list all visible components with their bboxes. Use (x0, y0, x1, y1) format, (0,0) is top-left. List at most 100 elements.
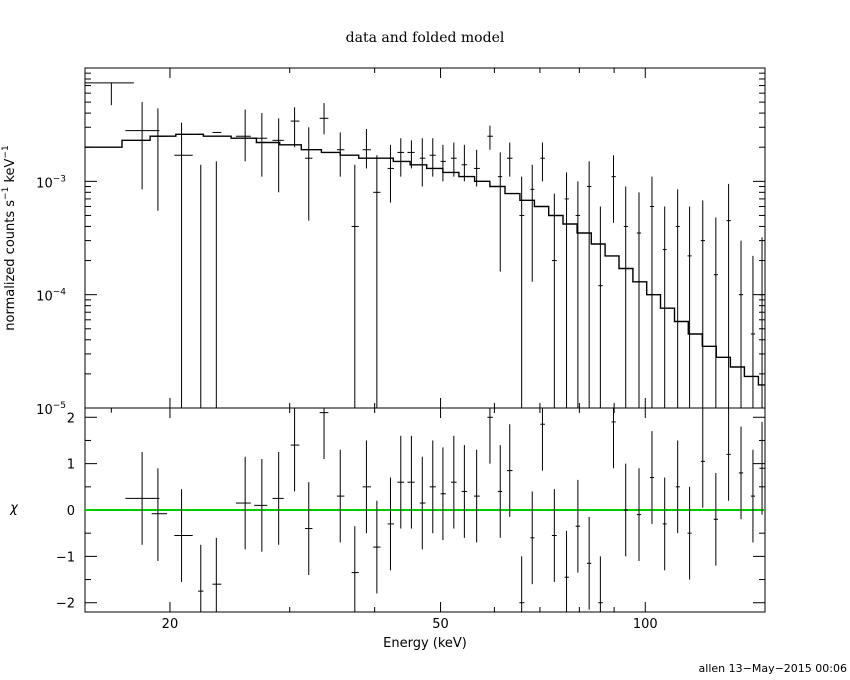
data-point (362, 128, 371, 169)
residual-point (212, 537, 222, 612)
top-axis-ticks (85, 68, 765, 409)
ylabel-sup2: −1 (1, 145, 11, 158)
data-points (85, 82, 765, 408)
x-tick-label: 100 (633, 617, 658, 632)
data-point (254, 113, 268, 177)
data-point (519, 176, 525, 408)
data-point (687, 206, 692, 408)
data-point (407, 140, 415, 169)
residual-point (235, 456, 251, 550)
data-point (397, 138, 405, 177)
data-point (587, 161, 592, 408)
residual-point (750, 449, 755, 543)
residual-point (351, 526, 359, 612)
residual-point (700, 408, 705, 508)
bottom-y-tick-label: 2 (67, 411, 75, 426)
data-point (506, 142, 513, 177)
residual-point (506, 424, 513, 517)
residual-point (429, 440, 436, 534)
data-point (713, 217, 718, 408)
residual-point (461, 445, 468, 538)
residual-point (598, 556, 603, 612)
bottom-y-tick-label: −1 (56, 550, 75, 565)
tick-exponent: −4 (53, 288, 67, 298)
data-point (387, 144, 394, 203)
data-point (700, 200, 705, 408)
residual-point (551, 489, 557, 582)
residual-point (387, 477, 394, 571)
residual-point (675, 440, 680, 534)
residual-point (272, 452, 284, 545)
data-point (726, 183, 731, 408)
data-point (174, 122, 193, 408)
residual-point (662, 477, 667, 571)
residual-point (254, 459, 268, 552)
residual-point (373, 500, 381, 594)
data-point (351, 164, 359, 408)
residual-point (487, 408, 493, 464)
residual-point (726, 408, 731, 501)
top-y-axis-label: normalized counts s−1 keV−1 (1, 145, 18, 330)
data-point (319, 103, 329, 135)
data-point (198, 133, 204, 408)
data-point (564, 172, 569, 408)
residual-point (305, 482, 313, 575)
data-point (738, 240, 744, 408)
tick-exponent: −5 (53, 401, 66, 411)
x-tick-label: 50 (432, 617, 449, 632)
residual-point (198, 544, 204, 612)
data-point (636, 192, 642, 408)
data-point (649, 176, 654, 408)
data-point (235, 109, 251, 162)
data-point (440, 144, 446, 182)
residual-point (611, 408, 616, 469)
bottom-y-tick-label: −2 (56, 597, 75, 612)
data-point (598, 206, 603, 408)
residual-point (519, 556, 525, 612)
data-point (497, 152, 503, 272)
residual-point (407, 435, 415, 529)
data-point (551, 193, 557, 408)
data-point (487, 125, 493, 150)
data-point (461, 144, 468, 182)
top-y-tick-label: 10−4 (36, 288, 66, 305)
residual-point (738, 426, 744, 520)
data-point (451, 142, 457, 177)
x-tick-labels: 20 50 100 (162, 617, 658, 632)
folded-model (85, 133, 765, 386)
tick-base: 10 (36, 290, 53, 305)
residual-point (587, 516, 592, 610)
data-point (125, 102, 160, 190)
top-y-tick-labels: 10−510−410−3 (36, 174, 66, 418)
residual-point (636, 468, 642, 561)
data-point (530, 164, 535, 282)
data-point (373, 155, 381, 408)
data-point (540, 142, 545, 182)
bottom-y-tick-labels: −2 −1 0 1 2 (56, 411, 75, 611)
data-point (474, 149, 480, 187)
residual-point (623, 463, 628, 557)
data-point (675, 189, 680, 408)
residual-point (397, 435, 405, 529)
data-point (212, 131, 222, 408)
residual-point (759, 421, 765, 515)
residual-point (474, 449, 480, 543)
chart-title: data and folded model (346, 30, 505, 46)
bottom-y-axis-label: χ (9, 501, 19, 516)
residual-point (713, 472, 718, 566)
bottom-y-tick-label: 1 (67, 458, 75, 473)
residual-point (687, 486, 692, 580)
top-panel: 10−510−410−3 normalized counts s−1 keV−1 (1, 67, 766, 418)
footer-stamp: allen 13−May−2015 00:06 (699, 662, 847, 675)
x-tick-label: 20 (162, 617, 179, 632)
ylabel-main: normalized counts s (3, 200, 18, 331)
residual-point (649, 431, 654, 524)
data-point (623, 186, 628, 408)
tick-exponent: −3 (53, 174, 66, 184)
data-point (85, 82, 134, 106)
residual-point (530, 491, 535, 585)
residual-point (362, 440, 371, 534)
ylabel-sup1: −1 (1, 187, 11, 200)
data-point (429, 138, 436, 177)
